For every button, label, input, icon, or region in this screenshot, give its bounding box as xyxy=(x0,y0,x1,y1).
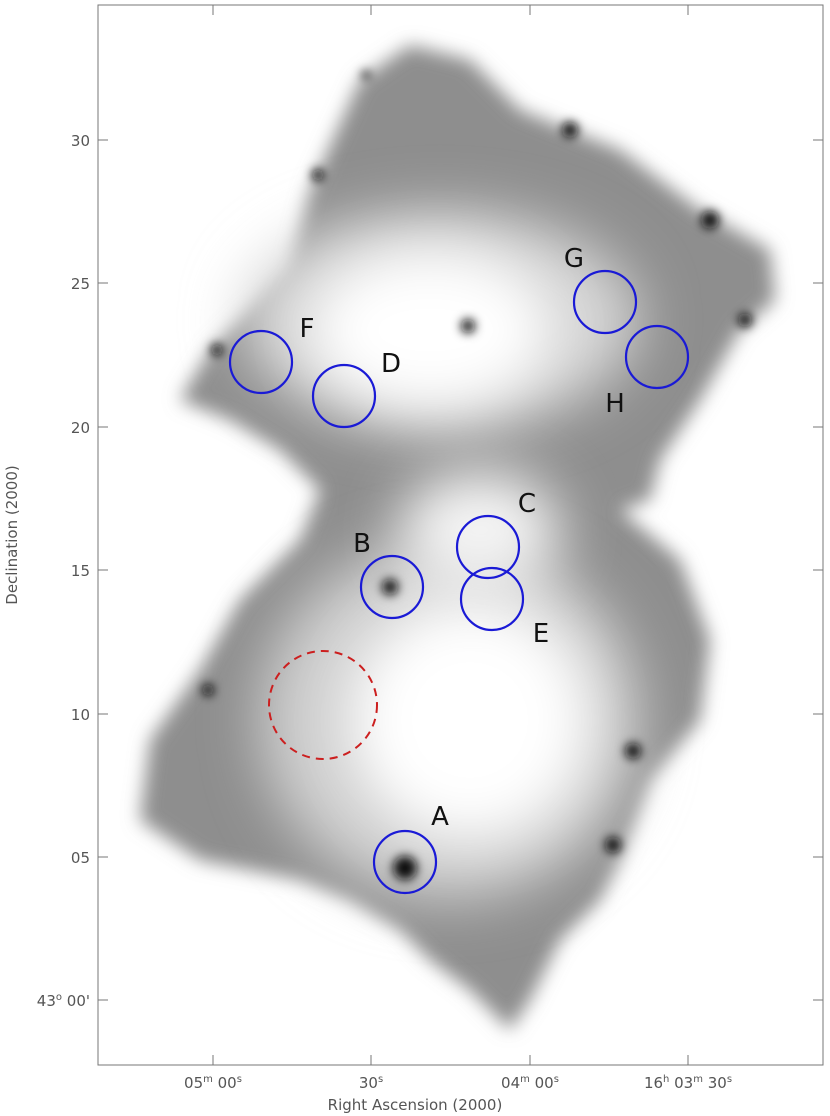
tick-label: 20 xyxy=(71,419,90,437)
region-label: A xyxy=(431,802,449,832)
region-label: H xyxy=(605,389,625,419)
tick-part: 05 xyxy=(184,1074,203,1092)
tick-part: 05 xyxy=(71,849,90,867)
region-label: D xyxy=(381,349,401,379)
circle xyxy=(455,514,521,580)
tick-label: 10 xyxy=(71,706,90,724)
tick-part: 00 xyxy=(530,1074,554,1092)
tick-part: 00 xyxy=(213,1074,237,1092)
plot-frame xyxy=(97,4,824,1066)
y-axis-title: Declination (2000) xyxy=(3,465,21,604)
tick-label: 16h 03m 30s xyxy=(644,1074,732,1092)
tick-sup: m xyxy=(520,1074,530,1085)
tick-label: 25 xyxy=(71,275,90,293)
circle xyxy=(459,566,525,632)
tick-part: 30 xyxy=(71,132,90,150)
tick-sup: o xyxy=(56,992,62,1003)
region-label: E xyxy=(533,619,549,649)
region-label: G xyxy=(564,244,584,274)
tick-sup: h xyxy=(663,1074,669,1085)
tick-sup: s xyxy=(727,1074,732,1085)
tick-part: 00' xyxy=(62,992,90,1010)
tick-sup: s xyxy=(378,1074,383,1085)
tick-part: 25 xyxy=(71,275,90,293)
region-label: F xyxy=(300,314,315,344)
circle xyxy=(624,324,690,390)
tick-part: 10 xyxy=(71,706,90,724)
region-circles xyxy=(228,269,690,895)
dashed-circle xyxy=(268,650,378,760)
tick-sup: m xyxy=(203,1074,213,1085)
tick-label: 30 xyxy=(71,132,90,150)
tick-part: 03 xyxy=(669,1074,693,1092)
tick-part: 20 xyxy=(71,419,90,437)
x-axis-title: Right Ascension (2000) xyxy=(328,1096,503,1114)
tick-sup: s xyxy=(237,1074,242,1085)
region-label: C xyxy=(518,489,536,519)
tick-label: 30s xyxy=(359,1074,383,1092)
circle xyxy=(311,363,377,429)
circle xyxy=(572,269,638,335)
region-label: B xyxy=(353,529,371,559)
tick-label: 05m 00s xyxy=(184,1074,242,1092)
tick-part: 15 xyxy=(71,562,90,580)
tick-part: 30 xyxy=(703,1074,727,1092)
tick-part: 16 xyxy=(644,1074,663,1092)
tick-label: 04m 00s xyxy=(501,1074,559,1092)
circle xyxy=(228,329,294,395)
tick-part: 43 xyxy=(37,992,56,1010)
tick-sup: s xyxy=(554,1074,559,1085)
circle xyxy=(359,554,425,620)
tick-label: 43o 00' xyxy=(37,992,90,1010)
tick-label: 15 xyxy=(71,562,90,580)
tick-part: 30 xyxy=(359,1074,378,1092)
circle xyxy=(372,829,438,895)
tick-sup: m xyxy=(693,1074,703,1085)
tick-label: 05 xyxy=(71,849,90,867)
tick-part: 04 xyxy=(501,1074,520,1092)
